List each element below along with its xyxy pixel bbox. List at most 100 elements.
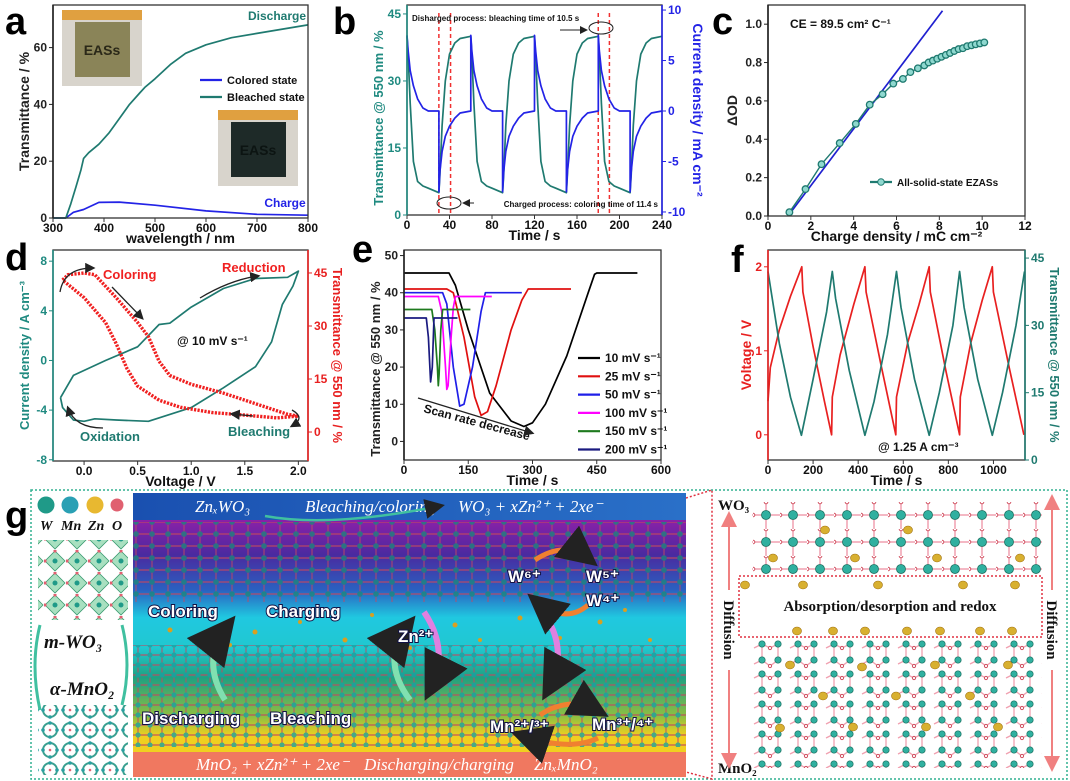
x-tick-label: 800 <box>298 221 318 235</box>
film <box>231 122 286 177</box>
x-tick-label: 240 <box>652 218 672 232</box>
data-point <box>980 38 989 47</box>
y-tick-label: 1.0 <box>745 17 762 31</box>
annotation-charged-process-coloring-time-of-11-4-s: Charged process: coloring time of 11.4 s <box>504 200 659 209</box>
y2-tick-label: 15 <box>1031 386 1045 400</box>
x-axis-label: Time / s <box>507 472 559 488</box>
x-tick-label: 600 <box>893 463 913 477</box>
zn-insertion-arrow-icon <box>421 610 468 701</box>
mno2-lattice-image <box>38 705 128 775</box>
y-tick-label: 40 <box>34 97 48 111</box>
w6-label: W⁶⁺ <box>508 567 541 586</box>
y-tick-label: 60 <box>34 41 48 55</box>
legend-marker <box>877 178 885 186</box>
x-axis-label: Time / s <box>509 227 561 243</box>
inset-label: EASs <box>240 142 277 158</box>
legend-entry: 25 mV s⁻¹ <box>578 369 661 383</box>
x-tick-label: 0 <box>765 219 772 233</box>
panel-label-b: b <box>333 1 356 43</box>
y2-tick-label: 10 <box>668 3 682 17</box>
y-tick-label: 0.8 <box>745 56 762 70</box>
diffusion-label-bg <box>721 590 737 670</box>
y2-tick-label: 5 <box>668 54 675 68</box>
y2-tick-label: 30 <box>1031 318 1045 332</box>
atom-label-w: W <box>40 519 54 534</box>
y-tick-label: 30 <box>388 74 402 88</box>
legend-entry: 10 mV s⁻¹ <box>578 351 661 365</box>
y-axis-label: Transmittance / % <box>16 51 32 171</box>
y2-tick-label: -5 <box>668 154 679 168</box>
x-tick-label: 300 <box>43 221 63 235</box>
panel-label-f: f <box>731 239 744 281</box>
panel-label-g: g <box>5 495 28 537</box>
tape <box>62 10 142 20</box>
y-axis-label: Voltage / V <box>738 319 754 390</box>
y2-axis-label: Transmittance @ 550 nm / % <box>330 268 345 444</box>
x-tick-label: 400 <box>848 463 868 477</box>
m-wo3-label: m-WO₃ <box>44 632 102 653</box>
y-tick-label: 20 <box>385 360 399 374</box>
diffusion-label-right: Diffusion <box>1043 600 1059 660</box>
legend-label: 25 mV s⁻¹ <box>605 369 661 383</box>
legend-entry: All-solid-state EZASs <box>870 178 999 189</box>
panel-label-e: e <box>352 229 373 271</box>
x-axis-label: wavelength / nm <box>125 230 235 246</box>
x-tick-label: 300 <box>522 463 542 477</box>
legend-label: 100 mV s⁻¹ <box>605 406 667 420</box>
annotation-1-25-a-cm: @ 1.25 A cm⁻³ <box>878 440 959 454</box>
scan-rate-arrow-icon <box>417 397 535 436</box>
data-point <box>785 208 794 217</box>
legend-label: 150 mV s⁻¹ <box>605 424 667 438</box>
legend-label: 50 mV s⁻¹ <box>605 388 661 402</box>
y-tick-label: 10 <box>385 397 399 411</box>
x-tick-label: 40 <box>443 218 457 232</box>
tape <box>218 110 298 120</box>
reaction-arrow-icon <box>264 499 445 522</box>
data-point <box>865 100 874 109</box>
wo3-structure-image <box>752 502 1042 574</box>
annotation-charge: Charge <box>264 196 306 210</box>
x-tick-label: 8 <box>936 219 943 233</box>
annotation-discharge: Discharge <box>248 9 306 23</box>
device-photo-inset: EASs <box>218 110 298 186</box>
coloring-label: Coloring <box>148 602 218 621</box>
direction-arrow-icon <box>65 405 104 429</box>
x-tick-label: 800 <box>938 463 958 477</box>
y-tick-label: 1 <box>755 344 762 358</box>
direction-arrow-icon <box>59 262 96 293</box>
annotation-10-mv-s: @ 10 mV s⁻¹ <box>177 334 248 348</box>
y-tick-label: 0.6 <box>745 94 762 108</box>
top-eq-middle: Bleaching/coloring <box>305 497 436 516</box>
direction-arrow-icon <box>111 286 144 320</box>
mn-high-label: Mn³⁺/⁴⁺ <box>592 715 653 734</box>
y-axis-label: Transmittance @ 550 nm / % <box>371 30 386 206</box>
chart-panel-b: 0 40 80 120 160 200 240 0 15 30 45 -10 -5 0 5 10 Time / … <box>371 3 706 243</box>
zn-ion-label: Zn²⁺ <box>398 627 433 646</box>
y2-tick-label: 45 <box>1031 251 1045 265</box>
transform-arrow-icon <box>120 624 129 706</box>
zoom-indicator-lines <box>685 488 713 780</box>
x-tick-label: 0 <box>765 463 772 477</box>
x-tick-label: 700 <box>247 221 267 235</box>
series-line-transmittance <box>61 271 301 420</box>
x-tick-label: 0.5 <box>129 464 146 478</box>
direction-arrow-icon <box>289 409 302 428</box>
annotation-reduction: Reduction <box>222 260 286 275</box>
x-tick-label: 12 <box>1018 219 1032 233</box>
legend-entry: Colored state <box>200 75 297 87</box>
charging-arrow-icon <box>366 615 416 702</box>
bottom-equation-bar <box>133 752 686 777</box>
annotation-oxidation: Oxidation <box>80 429 140 444</box>
annotation-bleaching: Bleaching <box>228 424 290 439</box>
device-photo-inset: EASs <box>62 10 142 86</box>
interface-label: Absorption/desorption and redox <box>783 599 997 615</box>
y-tick-label: 0.2 <box>745 171 762 185</box>
mno2-label: MnO₂ <box>718 761 757 777</box>
series-line-transmittance <box>767 270 1026 437</box>
legend-entry: 200 mV s⁻¹ <box>578 443 667 457</box>
x-tick-label: 450 <box>587 463 607 477</box>
atom-label-mn: Mn <box>60 519 81 534</box>
y-tick-label: -8 <box>36 453 47 467</box>
y-tick-label: 15 <box>388 141 402 155</box>
series-line-50-mv-s <box>404 291 522 407</box>
